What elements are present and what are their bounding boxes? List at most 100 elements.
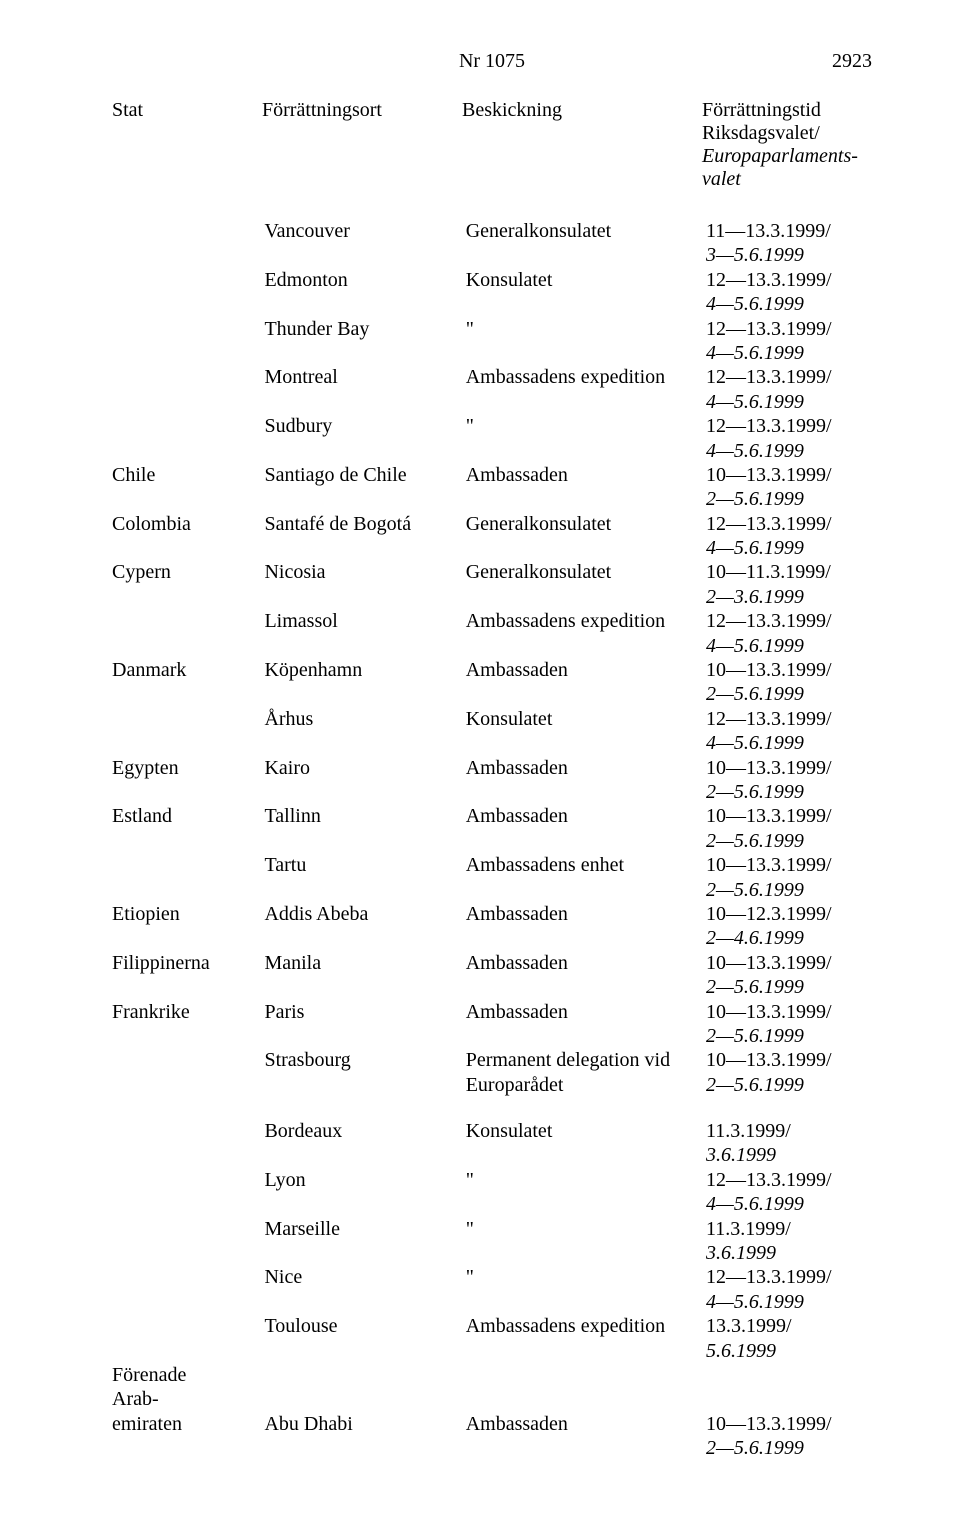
cell-ort: Edmonton <box>264 268 465 317</box>
cell-beskickning: Ambassaden <box>466 804 706 853</box>
table-row: CypernNicosiaGeneralkonsulatet10—11.3.19… <box>112 560 872 609</box>
table-row: ColombiaSantafé de BogotáGeneralkonsulat… <box>112 512 872 561</box>
table-row: EdmontonKonsulatet12—13.3.1999/4—5.6.199… <box>112 268 872 317</box>
cell-stat <box>112 268 264 317</box>
cell-ort: Nicosia <box>264 560 465 609</box>
table-row: VancouverGeneralkonsulatet11—13.3.1999/3… <box>112 219 872 268</box>
cell-stat <box>112 414 264 463</box>
cell-stat: Frankrike <box>112 1000 264 1049</box>
cell-tid: 12—13.3.1999/4—5.6.1999 <box>706 707 872 756</box>
cell-tid: 12—13.3.1999/4—5.6.1999 <box>706 609 872 658</box>
cell-stat <box>112 609 264 658</box>
cell-tid-line1: 13.3.1999/ <box>706 1314 872 1338</box>
cell-tid-line1: 11.3.1999/ <box>706 1217 872 1241</box>
cell-beskickning: Ambassadens expedition <box>466 609 706 658</box>
cell-tid-line2: 4—5.6.1999 <box>706 536 872 560</box>
cell-tid-line1: 10—13.3.1999/ <box>706 756 872 780</box>
cell-stat <box>112 853 264 902</box>
cell-stat <box>112 317 264 366</box>
table-row: MontrealAmbassadens expedition12—13.3.19… <box>112 365 872 414</box>
cell-tid-line2: 2—4.6.1999 <box>706 926 872 950</box>
page: Nr 1075 2923 Stat Förrättningsort Beskic… <box>0 0 960 1521</box>
cell-tid-line2: 4—5.6.1999 <box>706 390 872 414</box>
cell-tid-line1: 10—13.3.1999/ <box>706 1048 872 1072</box>
cell-tid-line1: 12—13.3.1999/ <box>706 268 872 292</box>
table-row: StrasbourgPermanent delegation vid Europ… <box>112 1048 872 1097</box>
table-row: FilippinernaManilaAmbassaden10—13.3.1999… <box>112 951 872 1000</box>
cell-tid: 11—13.3.1999/3—5.6.1999 <box>706 219 872 268</box>
col-beskickning: Beskickning <box>462 99 702 191</box>
cell-tid-line1: 12—13.3.1999/ <box>706 317 872 341</box>
table-row: ÅrhusKonsulatet12—13.3.1999/4—5.6.1999 <box>112 707 872 756</box>
cell-tid-line1: 10—13.3.1999/ <box>706 804 872 828</box>
table-row: emiraten Abu Dhabi Ambassaden 10—13.3.19… <box>112 1412 872 1461</box>
cell-ort: Tartu <box>264 853 465 902</box>
cell-tid: 10—13.3.1999/2—5.6.1999 <box>706 463 872 512</box>
doc-number: Nr 1075 <box>192 50 792 73</box>
table-row: Sudbury"12—13.3.1999/4—5.6.1999 <box>112 414 872 463</box>
cell-tid-line2: 4—5.6.1999 <box>706 292 872 316</box>
table-row: DanmarkKöpenhamnAmbassaden10—13.3.1999/2… <box>112 658 872 707</box>
cell-tid-line2: 4—5.6.1999 <box>706 1192 872 1216</box>
cell-tid-line1: 10—11.3.1999/ <box>706 560 872 584</box>
cell-ort: Montreal <box>264 365 465 414</box>
cell-tid: 10—13.3.1999/2—5.6.1999 <box>706 804 872 853</box>
cell-beskickning <box>466 1363 706 1387</box>
cell-tid: 10—13.3.1999/2—5.6.1999 <box>706 951 872 1000</box>
cell-stat: Förenade <box>112 1363 264 1387</box>
cell-ort: Marseille <box>264 1217 465 1266</box>
cell-tid: 12—13.3.1999/4—5.6.1999 <box>706 1168 872 1217</box>
cell-ort: Strasbourg <box>264 1048 465 1097</box>
cell-stat: Colombia <box>112 512 264 561</box>
cell-ort: Kairo <box>264 756 465 805</box>
cell-tid-line2: 4—5.6.1999 <box>706 439 872 463</box>
cell-tid-line2: 4—5.6.1999 <box>706 341 872 365</box>
cell-tid-line1: 10—13.3.1999/ <box>706 853 872 877</box>
table-row: Arab- <box>112 1387 872 1411</box>
cell-ort: Santafé de Bogotá <box>264 512 465 561</box>
cell-stat: emiraten <box>112 1412 264 1461</box>
cell-tid: 10—13.3.1999/2—5.6.1999 <box>706 1048 872 1097</box>
cell-tid-line2: 2—5.6.1999 <box>706 1436 872 1460</box>
cell-stat <box>112 219 264 268</box>
cell-beskickning: Konsulatet <box>466 1119 706 1168</box>
table-row: TartuAmbassadens enhet10—13.3.1999/2—5.6… <box>112 853 872 902</box>
table-body-main: VancouverGeneralkonsulatet11—13.3.1999/3… <box>112 219 872 1097</box>
cell-stat: Filippinerna <box>112 951 264 1000</box>
cell-beskickning: Ambassaden <box>466 1412 706 1461</box>
cell-tid: 12—13.3.1999/4—5.6.1999 <box>706 1265 872 1314</box>
cell-tid-line1: 10—13.3.1999/ <box>706 658 872 682</box>
cell-stat: Arab- <box>112 1387 264 1411</box>
cell-ort <box>264 1387 465 1411</box>
cell-tid-line2: 2—5.6.1999 <box>706 682 872 706</box>
cell-beskickning: Ambassadens expedition <box>466 1314 706 1363</box>
cell-ort <box>264 1363 465 1387</box>
col-tid-line2: Riksdagsvalet/ <box>702 122 872 145</box>
cell-tid-line1: 10—12.3.1999/ <box>706 902 872 926</box>
cell-tid: 12—13.3.1999/4—5.6.1999 <box>706 268 872 317</box>
cell-ort: Sudbury <box>264 414 465 463</box>
cell-ort: Nice <box>264 1265 465 1314</box>
cell-tid-line1: 12—13.3.1999/ <box>706 707 872 731</box>
cell-tid-line1: 12—13.3.1999/ <box>706 414 872 438</box>
cell-stat: Etiopien <box>112 902 264 951</box>
cell-beskickning: Ambassaden <box>466 1000 706 1049</box>
cell-tid-line1: 11—13.3.1999/ <box>706 219 872 243</box>
table-row: FrankrikeParisAmbassaden10—13.3.1999/2—5… <box>112 1000 872 1049</box>
col-tid-line1: Förrättningstid <box>702 99 872 122</box>
cell-tid-line2: 2—5.6.1999 <box>706 487 872 511</box>
cell-tid-line2: 2—5.6.1999 <box>706 975 872 999</box>
cell-tid: 11.3.1999/3.6.1999 <box>706 1217 872 1266</box>
cell-beskickning: " <box>466 1265 706 1314</box>
cell-tid-line1: 12—13.3.1999/ <box>706 609 872 633</box>
cell-stat <box>112 1048 264 1097</box>
cell-tid: 10—13.3.1999/2—5.6.1999 <box>706 658 872 707</box>
cell-ort: Bordeaux <box>264 1119 465 1168</box>
cell-ort: Manila <box>264 951 465 1000</box>
cell-tid: 12—13.3.1999/4—5.6.1999 <box>706 317 872 366</box>
table-row: Thunder Bay"12—13.3.1999/4—5.6.1999 <box>112 317 872 366</box>
table-row: ToulouseAmbassadens expedition13.3.1999/… <box>112 1314 872 1363</box>
cell-stat <box>112 1314 264 1363</box>
table-row: Förenade <box>112 1363 872 1387</box>
cell-beskickning: Konsulatet <box>466 707 706 756</box>
